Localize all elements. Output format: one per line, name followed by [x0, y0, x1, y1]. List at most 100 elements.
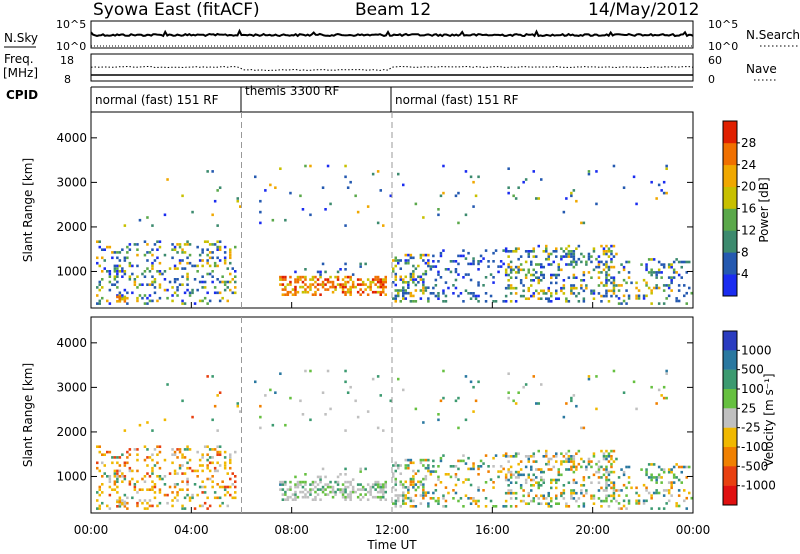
power-cell [376, 275, 380, 279]
velocity-cell [660, 476, 663, 479]
velocity-cell [527, 473, 531, 477]
station-title: Syowa East (fitACF) [93, 0, 260, 20]
power-cell [512, 194, 515, 198]
power-cell [98, 288, 102, 292]
velocity-cell [472, 462, 475, 465]
velocity-cell [376, 485, 380, 489]
velocity-cell [585, 468, 588, 471]
velocity-cbar-label: Velocity [m s⁻¹] [762, 373, 776, 466]
power-cell [213, 199, 217, 203]
velocity-cell [301, 480, 305, 484]
power-cell [344, 224, 347, 227]
velocity-cell [113, 488, 117, 492]
velocity-cell [437, 497, 440, 500]
power-cell [467, 262, 470, 266]
power-cell [590, 260, 593, 264]
power-cell [331, 285, 335, 289]
velocity-cell [223, 450, 227, 454]
power-cell [203, 240, 207, 244]
velocity-cell [612, 449, 616, 453]
velocity-cell [565, 402, 568, 405]
velocity-cell [296, 495, 300, 499]
velocity-cell [156, 461, 159, 465]
velocity-cell [595, 407, 598, 411]
velocity-cell [339, 490, 342, 494]
power-cell [136, 248, 139, 252]
power-cell [662, 289, 666, 292]
velocity-cell [341, 488, 345, 491]
power-cell [234, 275, 237, 279]
power-cell [223, 288, 227, 292]
velocity-cell [151, 485, 154, 489]
power-cell [186, 272, 189, 276]
power-cell [123, 256, 127, 260]
power-cell [118, 295, 122, 299]
velocity-cell [324, 483, 327, 486]
velocity-cell [392, 472, 395, 476]
power-cell [186, 288, 189, 292]
power-cell [394, 256, 398, 260]
velocity-cell [562, 489, 566, 492]
power-cell [382, 285, 385, 289]
power-cell [158, 286, 162, 289]
velocity-cell [519, 499, 523, 503]
velocity-cell [517, 391, 520, 395]
velocity-cell [138, 423, 142, 427]
velocity-cell [597, 465, 601, 469]
power-cell [156, 270, 159, 273]
velocity-cell [344, 467, 347, 471]
power-cell [116, 256, 119, 260]
power-cell [542, 276, 546, 280]
velocity-cell [427, 491, 430, 495]
power-cell [514, 292, 518, 295]
power-cell [532, 279, 536, 282]
power-cell [547, 263, 551, 266]
velocity-cell [622, 470, 626, 474]
power-cell [259, 210, 262, 214]
velocity-cell [123, 505, 127, 508]
velocity-cell [106, 475, 109, 478]
velocity-cell [647, 476, 651, 479]
velocity-cell [221, 501, 224, 505]
velocity-cell [577, 497, 581, 500]
power-cell [567, 244, 571, 248]
velocity-cell [371, 495, 375, 499]
cpid-segment-3: normal (fast) 151 RF [395, 93, 519, 107]
velocity-cell [116, 500, 119, 504]
velocity-cell [509, 497, 513, 500]
velocity-cell [565, 502, 568, 506]
power-cell [168, 267, 172, 270]
power-cell [504, 268, 508, 272]
power-cell [567, 255, 571, 258]
velocity-cell [567, 468, 571, 471]
velocity-cell [514, 470, 518, 474]
nave-label: Nave [746, 62, 777, 76]
power-cell [572, 257, 576, 261]
velocity-cell [507, 478, 510, 482]
power-cell [424, 270, 428, 273]
power-cell [143, 275, 147, 279]
velocity-cell [612, 489, 616, 492]
power-cell [116, 280, 119, 284]
power-cell [331, 280, 335, 284]
velocity-cell [675, 476, 678, 479]
power-cell [364, 288, 367, 291]
power-cell [597, 276, 601, 280]
power-cell [116, 272, 119, 276]
velocity-cell [397, 499, 400, 503]
velocity-cell [502, 505, 505, 508]
velocity-cell [118, 475, 122, 478]
velocity-cell [524, 481, 528, 485]
velocity-cell [522, 473, 525, 477]
power-cell [359, 265, 362, 268]
power-cell [394, 300, 398, 303]
power-cell [605, 271, 608, 274]
power-cell [289, 191, 292, 195]
power-cell [509, 276, 513, 280]
velocity-cell [570, 491, 573, 495]
velocity-cell [602, 452, 606, 456]
power-cell [218, 245, 222, 249]
power-cell [294, 285, 297, 289]
power-cell [540, 178, 543, 181]
velocity-cell [221, 480, 224, 484]
